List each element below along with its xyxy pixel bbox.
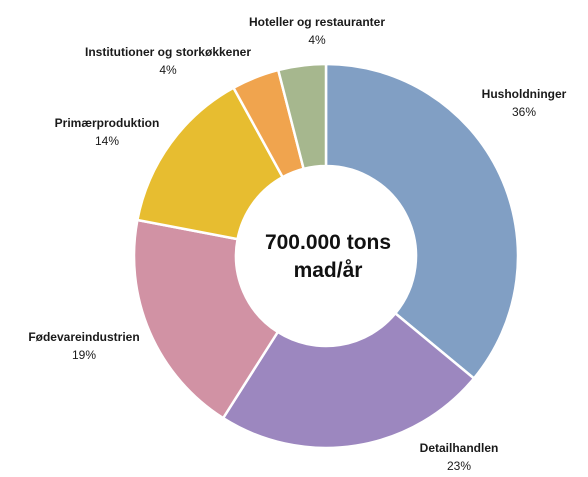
slice-1 (324, 62, 520, 381)
slice-label-1: Husholdninger (482, 87, 567, 101)
slice-label-2: Detailhandlen (420, 441, 499, 455)
slice-label-5: Institutioner og storkøkkener (85, 45, 251, 59)
slice-2 (221, 311, 476, 450)
chart-slices (132, 62, 520, 450)
slice-value-label-4: 14% (95, 134, 119, 148)
center-label: 700.000 tons mad/år (265, 231, 391, 282)
slice-label-3: Fødevareindustrien (28, 330, 139, 344)
slice-value-label-3: 19% (72, 348, 96, 362)
slice-label-6: Hoteller og restauranter (249, 15, 385, 29)
slice-value-label-2: 23% (447, 459, 471, 473)
slice-value-label-5: 4% (159, 63, 177, 77)
slice-3 (132, 218, 280, 420)
slice-value-label-1: 36% (512, 105, 536, 119)
slice-label-4: Primærproduktion (55, 116, 160, 130)
chart-labels: Husholdninger 36% Detailhandlen 23% Fødevare… (28, 15, 566, 473)
slice-6 (276, 62, 328, 171)
slice-value-label-6: 4% (308, 33, 326, 47)
center-label-line-1: 700.000 tons (265, 231, 391, 254)
center-label-line-2: mad/år (294, 259, 363, 282)
